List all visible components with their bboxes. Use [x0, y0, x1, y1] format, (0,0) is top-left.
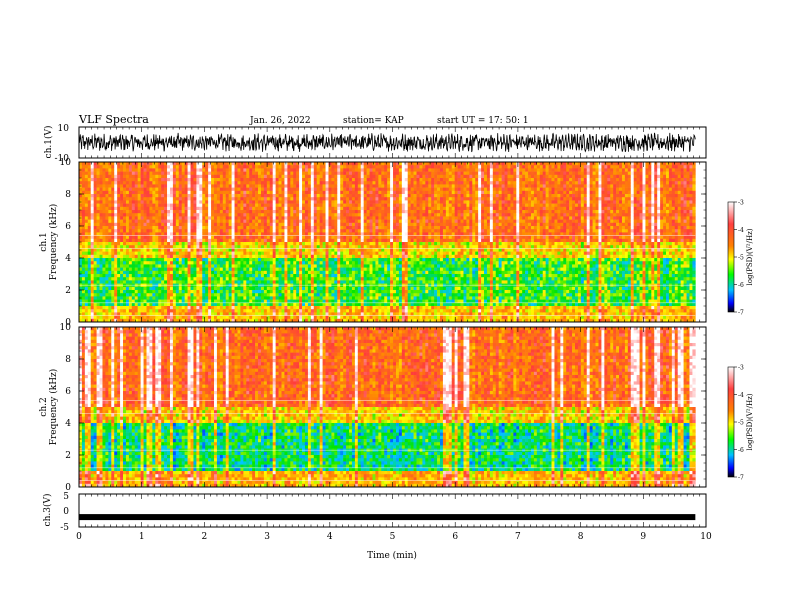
- y-tick-label: 6: [65, 222, 71, 232]
- ch3-waveform-line: [79, 514, 696, 521]
- colorbar-tick-label: -6: [738, 447, 744, 454]
- ch1-waveform-xticks: [78, 127, 707, 158]
- colorbar-tick-label: -3: [738, 200, 744, 207]
- ch2-colorbar-label: log(PSD)(V²/Hz): [746, 393, 754, 450]
- colorbar-tick-label: -7: [738, 310, 744, 317]
- colorbar-tick-label: -6: [738, 282, 744, 289]
- ch1-colorbar: -3 -4 -5 -6 -7 log(PSD)(V²/Hz): [727, 200, 754, 317]
- y-tick-label: 6: [65, 387, 71, 397]
- ch1-colorbar-label: log(PSD)(V²/Hz): [746, 228, 754, 285]
- station-label: station= KAP: [343, 116, 404, 126]
- ch3-waveform-panel: 5 0 -5 ch.3(V) 0 1 2 3 4 5 6 7 8 9 10 Time (min): [42, 492, 712, 561]
- colorbar-tick-label: -5: [738, 420, 744, 427]
- x-tick-label: 6: [452, 532, 458, 542]
- x-tick-label: 3: [264, 532, 270, 542]
- y-tick-label: 0: [65, 318, 71, 328]
- ch1-waveform-ytick-top: 10: [58, 124, 70, 134]
- y-tick-label: 8: [65, 190, 71, 200]
- x-tick-label: 1: [139, 532, 145, 542]
- colorbar-tick-label: -7: [738, 475, 744, 482]
- ch1-spectrogram-xticks: [78, 162, 707, 322]
- y-tick-label: 2: [65, 286, 71, 296]
- y-tick-label: 10: [60, 158, 72, 168]
- ch3-waveform-xticks: 0 1 2 3 4 5 6 7 8 9 10: [76, 494, 712, 542]
- start-time-label: start UT = 17: 50: 1: [437, 116, 529, 126]
- ch2-spectrogram-image: [79, 327, 696, 488]
- ch2-colorbar-ticks: -3 -4 -5 -6 -7: [734, 365, 744, 482]
- ch1-waveform-line: [78, 132, 696, 153]
- ch1-waveform-ytick-bottom: -10: [55, 154, 70, 164]
- ch1-spectrogram-panel: 0 2 4 6 8 10 ch.1 Frequency (kHz): [39, 158, 707, 328]
- ch1-spectrogram-ylabel: Frequency (kHz): [48, 204, 59, 281]
- ch1-waveform-panel: 10 -10 ch.1(V): [43, 124, 707, 164]
- ch1-colorbar-gradient: [727, 201, 735, 313]
- y-tick-label: 0: [65, 483, 71, 493]
- ch3-waveform-ytick-top: 5: [63, 492, 69, 502]
- x-tick-label: 5: [390, 532, 396, 542]
- ch2-spectrogram-ylabel-channel: ch.2: [39, 397, 49, 416]
- colorbar-tick-label: -3: [738, 365, 744, 372]
- figure-title: VLF Spectra: [78, 113, 149, 126]
- y-tick-label: 8: [65, 355, 71, 365]
- ch2-spectrogram-ylabel: Frequency (kHz): [48, 369, 59, 446]
- colorbar-tick-label: -4: [738, 392, 744, 399]
- ch3-waveform-ytick-mid: 0: [63, 507, 69, 517]
- ch2-colorbar: -3 -4 -5 -6 -7 log(PSD)(V²/Hz): [727, 365, 754, 482]
- x-tick-label: 9: [640, 532, 646, 542]
- x-tick-label: 4: [327, 532, 333, 542]
- ch2-spectrogram-panel: 0 2 4 6 8 10 ch.2 Frequency (kHz): [39, 323, 707, 493]
- ch3-waveform-ytick-bottom: -5: [60, 523, 69, 533]
- x-axis-label: Time (min): [367, 550, 417, 561]
- colorbar-tick-label: -4: [738, 227, 744, 234]
- y-tick-label: 10: [60, 323, 72, 333]
- ch3-waveform-ylabel: ch.3(V): [42, 494, 53, 527]
- date-label: Jan. 26, 2022: [249, 116, 311, 126]
- x-tick-label: 8: [578, 532, 584, 542]
- x-tick-label: 0: [76, 532, 82, 542]
- y-tick-label: 4: [65, 254, 71, 264]
- ch2-spectrogram-yticks: 0 2 4 6 8 10: [60, 323, 706, 493]
- colorbar-tick-label: -5: [738, 255, 744, 262]
- ch1-colorbar-ticks: -3 -4 -5 -6 -7: [734, 200, 744, 317]
- x-tick-label: 7: [515, 532, 521, 542]
- ch2-colorbar-gradient: [727, 366, 735, 478]
- y-tick-label: 4: [65, 419, 71, 429]
- ch1-spectrogram-image: [79, 162, 696, 323]
- y-tick-label: 2: [65, 451, 71, 461]
- ch1-spectrogram-ylabel-channel: ch.1: [39, 232, 49, 251]
- ch2-spectrogram-xticks: [78, 327, 707, 487]
- ch1-waveform-ylabel: ch.1(V): [43, 126, 54, 159]
- x-tick-label: 10: [700, 532, 712, 542]
- ch1-spectrogram-yticks: 0 2 4 6 8 10: [60, 158, 706, 328]
- x-tick-label: 2: [202, 532, 208, 542]
